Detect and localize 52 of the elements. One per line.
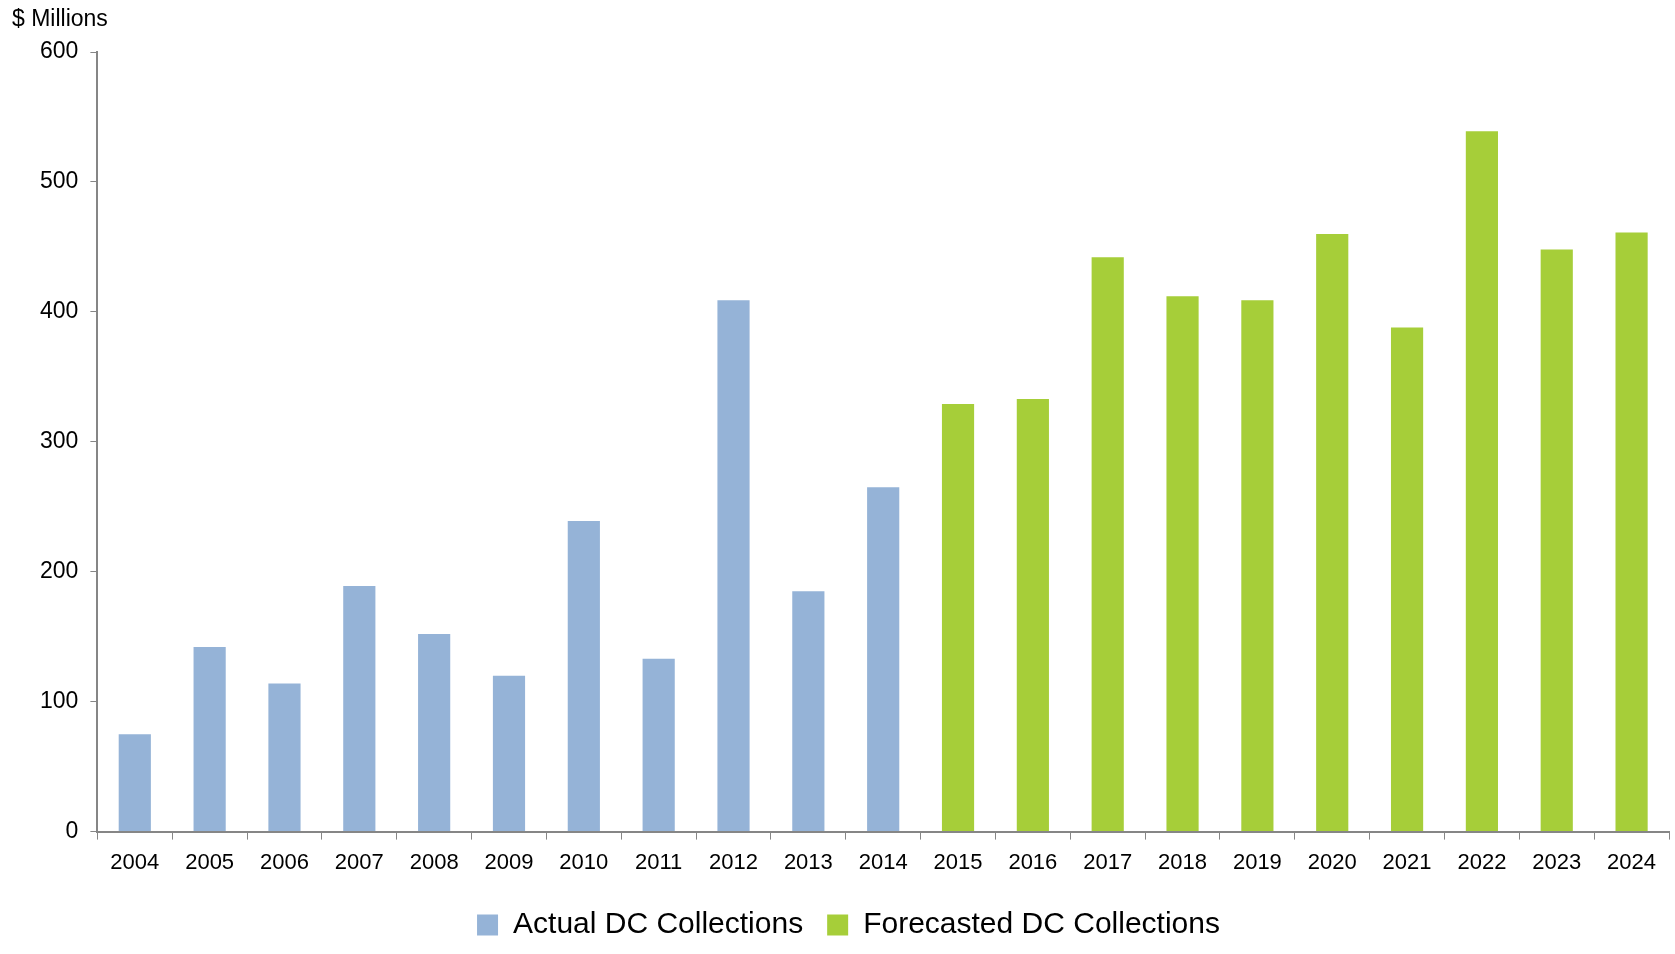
x-tick-label: 2012 <box>709 848 758 874</box>
bar <box>1241 300 1274 832</box>
bar <box>792 591 825 832</box>
x-tick-label: 2017 <box>1083 848 1133 874</box>
bar <box>1166 296 1199 832</box>
bar <box>492 675 526 832</box>
bar <box>343 586 376 832</box>
bar <box>1615 232 1648 832</box>
bar <box>118 734 151 832</box>
y-tick-label: 300 <box>40 427 79 454</box>
x-tick-label: 2006 <box>260 848 309 874</box>
x-tick-label: 2013 <box>783 848 833 874</box>
bar <box>1465 131 1498 832</box>
x-tick-label: 2020 <box>1307 848 1357 874</box>
bar <box>717 300 750 832</box>
y-tick-label: 500 <box>40 167 79 194</box>
bar <box>867 487 900 832</box>
bar <box>1316 233 1349 832</box>
x-tick-label: 2023 <box>1532 848 1582 874</box>
x-tick-label: 2015 <box>933 848 983 874</box>
legend-label: Actual DC Collections <box>513 906 804 940</box>
x-tick-label: 2011 <box>635 848 683 874</box>
x-tick-label: 2021 <box>1382 848 1432 874</box>
x-tick-label: 2007 <box>334 848 384 874</box>
x-tick-label: 2010 <box>559 848 609 874</box>
x-tick-label: 2005 <box>185 848 235 874</box>
x-tick-label: 2016 <box>1008 848 1058 874</box>
x-tick-label: 2018 <box>1158 848 1208 874</box>
bar <box>268 683 301 832</box>
bar <box>1016 398 1049 832</box>
bar <box>1540 249 1573 832</box>
x-tick-label: 2019 <box>1232 848 1282 874</box>
y-tick-label: 0 <box>65 816 79 843</box>
x-tick-label: 2014 <box>858 848 908 874</box>
bar <box>642 658 675 832</box>
x-tick-label: 2004 <box>110 848 160 874</box>
y-tick-label: 600 <box>40 37 79 64</box>
y-tick-label: 200 <box>40 557 79 584</box>
x-tick-label: 2009 <box>484 848 534 874</box>
y-axis-title: $ Millions <box>12 4 108 31</box>
x-tick-label: 2008 <box>409 848 459 874</box>
y-tick-label: 400 <box>40 297 79 324</box>
bar <box>1390 327 1424 832</box>
bar <box>418 634 451 832</box>
x-tick-label: 2022 <box>1457 848 1507 874</box>
y-tick-label: 100 <box>40 687 79 714</box>
bar <box>193 647 226 832</box>
bar <box>1091 257 1124 832</box>
x-tick-label: 2024 <box>1607 848 1657 874</box>
legend-label: Forecasted DC Collections <box>863 906 1220 940</box>
bar <box>567 521 600 832</box>
bar <box>941 404 975 832</box>
